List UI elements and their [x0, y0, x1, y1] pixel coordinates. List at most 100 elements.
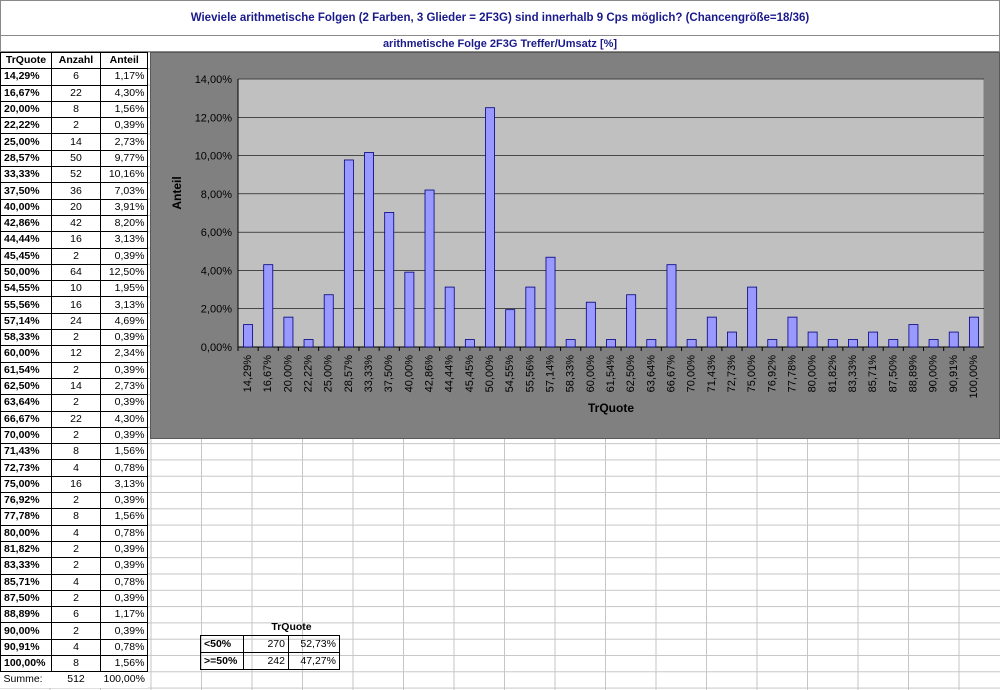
- cell-trquote[interactable]: 60,00%: [0, 345, 52, 363]
- cell-anteil[interactable]: 1,17%: [99, 606, 149, 624]
- cell-anzahl[interactable]: 50: [51, 149, 101, 168]
- cell-trquote[interactable]: 58,33%: [0, 329, 52, 347]
- summary-percent[interactable]: 52,73%: [288, 635, 340, 653]
- cell-anteil[interactable]: 0,39%: [99, 117, 149, 135]
- cell-trquote[interactable]: 54,55%: [0, 280, 52, 298]
- cell-trquote[interactable]: 55,56%: [0, 296, 52, 314]
- cell-anteil[interactable]: 3,13%: [99, 231, 149, 249]
- cell-trquote[interactable]: 87,50%: [0, 589, 52, 608]
- chart-area[interactable]: 0,00% 2,00% 4,00% 6,00% 8,00% 10,00% 12,00% 14,…: [150, 52, 1000, 439]
- cell-trquote[interactable]: 100,00%: [0, 654, 52, 673]
- cell-anzahl[interactable]: 16: [51, 296, 101, 314]
- cell-trquote[interactable]: 28,57%: [0, 149, 52, 168]
- cell-anteil[interactable]: 0,78%: [99, 459, 149, 477]
- cell-trquote[interactable]: 33,33%: [0, 166, 52, 184]
- cell-trquote[interactable]: 90,00%: [0, 622, 52, 640]
- summary-count[interactable]: 242: [243, 652, 289, 670]
- sum-label[interactable]: Summe:: [3, 673, 43, 686]
- cell-anteil[interactable]: 0,78%: [99, 638, 149, 656]
- cell-trquote[interactable]: 45,45%: [0, 247, 52, 265]
- summary-count[interactable]: 270: [243, 635, 289, 653]
- cell-anzahl[interactable]: 4: [51, 459, 101, 477]
- cell-anzahl[interactable]: 6: [51, 68, 101, 86]
- cell-trquote[interactable]: 40,00%: [0, 198, 52, 216]
- cell-trquote[interactable]: 50,00%: [0, 263, 52, 282]
- cell-anteil[interactable]: 0,39%: [99, 394, 149, 412]
- cell-anzahl[interactable]: 36: [51, 182, 101, 200]
- cell-trquote[interactable]: 62,50%: [0, 377, 52, 396]
- cell-trquote[interactable]: 16,67%: [0, 84, 52, 102]
- cell-anteil[interactable]: 0,39%: [99, 361, 149, 379]
- cell-anzahl[interactable]: 22: [51, 410, 101, 428]
- cell-trquote[interactable]: 90,91%: [0, 638, 52, 656]
- cell-anteil[interactable]: 2,34%: [99, 345, 149, 363]
- cell-anzahl[interactable]: 4: [51, 524, 101, 542]
- summary-header[interactable]: TrQuote: [271, 621, 312, 633]
- cell-anteil[interactable]: 4,30%: [99, 410, 149, 428]
- cell-anzahl[interactable]: 14: [51, 133, 101, 151]
- cell-trquote[interactable]: 44,44%: [0, 231, 52, 249]
- cell-trquote[interactable]: 88,89%: [0, 606, 52, 624]
- cell-anzahl[interactable]: 2: [51, 540, 101, 559]
- cell-trquote[interactable]: 57,14%: [0, 312, 52, 331]
- cell-anzahl[interactable]: 2: [51, 492, 101, 510]
- cell-trquote[interactable]: 70,00%: [0, 426, 52, 445]
- cell-trquote[interactable]: 76,92%: [0, 492, 52, 510]
- cell-anteil[interactable]: 4,30%: [99, 84, 149, 102]
- col-header-anteil[interactable]: Anteil: [99, 51, 149, 70]
- cell-trquote[interactable]: 66,67%: [0, 410, 52, 428]
- cell-trquote[interactable]: 61,54%: [0, 361, 52, 379]
- cell-trquote[interactable]: 37,50%: [0, 182, 52, 200]
- cell-anteil[interactable]: 1,56%: [99, 508, 149, 526]
- cell-trquote[interactable]: 22,22%: [0, 117, 52, 135]
- cell-trquote[interactable]: 25,00%: [0, 133, 52, 151]
- cell-trquote[interactable]: 42,86%: [0, 214, 52, 233]
- cell-trquote[interactable]: 85,71%: [0, 573, 52, 591]
- col-header-anzahl[interactable]: Anzahl: [51, 51, 101, 70]
- cell-anteil[interactable]: 0,39%: [99, 492, 149, 510]
- cell-anteil[interactable]: 3,91%: [99, 198, 149, 216]
- cell-anzahl[interactable]: 64: [51, 263, 101, 282]
- cell-anteil[interactable]: 1,95%: [99, 280, 149, 298]
- cell-anzahl[interactable]: 20: [51, 198, 101, 216]
- cell-anzahl[interactable]: 2: [51, 361, 101, 379]
- cell-anteil[interactable]: 2,73%: [99, 377, 149, 396]
- cell-trquote[interactable]: 63,64%: [0, 394, 52, 412]
- cell-anteil[interactable]: 8,20%: [99, 214, 149, 233]
- cell-trquote[interactable]: 14,29%: [0, 68, 52, 86]
- cell-anteil[interactable]: 3,13%: [99, 296, 149, 314]
- cell-anzahl[interactable]: 2: [51, 117, 101, 135]
- cell-anteil[interactable]: 0,39%: [99, 540, 149, 559]
- sum-count[interactable]: 512: [67, 673, 85, 686]
- cell-anzahl[interactable]: 2: [51, 329, 101, 347]
- cell-anteil[interactable]: 10,16%: [99, 166, 149, 184]
- cell-anzahl[interactable]: 2: [51, 394, 101, 412]
- summary-percent[interactable]: 47,27%: [288, 652, 340, 670]
- cell-anzahl[interactable]: 8: [51, 443, 101, 461]
- cell-anzahl[interactable]: 8: [51, 508, 101, 526]
- cell-anzahl[interactable]: 24: [51, 312, 101, 331]
- summary-label[interactable]: <50%: [200, 635, 244, 653]
- cell-anteil[interactable]: 7,03%: [99, 182, 149, 200]
- cell-anzahl[interactable]: 22: [51, 84, 101, 102]
- cell-anzahl[interactable]: 2: [51, 557, 101, 575]
- cell-anteil[interactable]: 1,17%: [99, 68, 149, 86]
- cell-anteil[interactable]: 1,56%: [99, 654, 149, 673]
- cell-anzahl[interactable]: 12: [51, 345, 101, 363]
- cell-anzahl[interactable]: 10: [51, 280, 101, 298]
- cell-trquote[interactable]: 72,73%: [0, 459, 52, 477]
- cell-trquote[interactable]: 71,43%: [0, 443, 52, 461]
- col-header-trquote[interactable]: TrQuote: [0, 51, 52, 70]
- cell-anzahl[interactable]: 2: [51, 589, 101, 608]
- cell-anzahl[interactable]: 8: [51, 100, 101, 119]
- cell-anzahl[interactable]: 4: [51, 638, 101, 656]
- cell-anzahl[interactable]: 4: [51, 573, 101, 591]
- cell-anteil[interactable]: 3,13%: [99, 475, 149, 494]
- cell-trquote[interactable]: 81,82%: [0, 540, 52, 559]
- cell-anteil[interactable]: 0,78%: [99, 573, 149, 591]
- cell-anteil[interactable]: 1,56%: [99, 100, 149, 119]
- cell-anzahl[interactable]: 16: [51, 231, 101, 249]
- cell-anteil[interactable]: 4,69%: [99, 312, 149, 331]
- cell-anzahl[interactable]: 52: [51, 166, 101, 184]
- cell-trquote[interactable]: 20,00%: [0, 100, 52, 119]
